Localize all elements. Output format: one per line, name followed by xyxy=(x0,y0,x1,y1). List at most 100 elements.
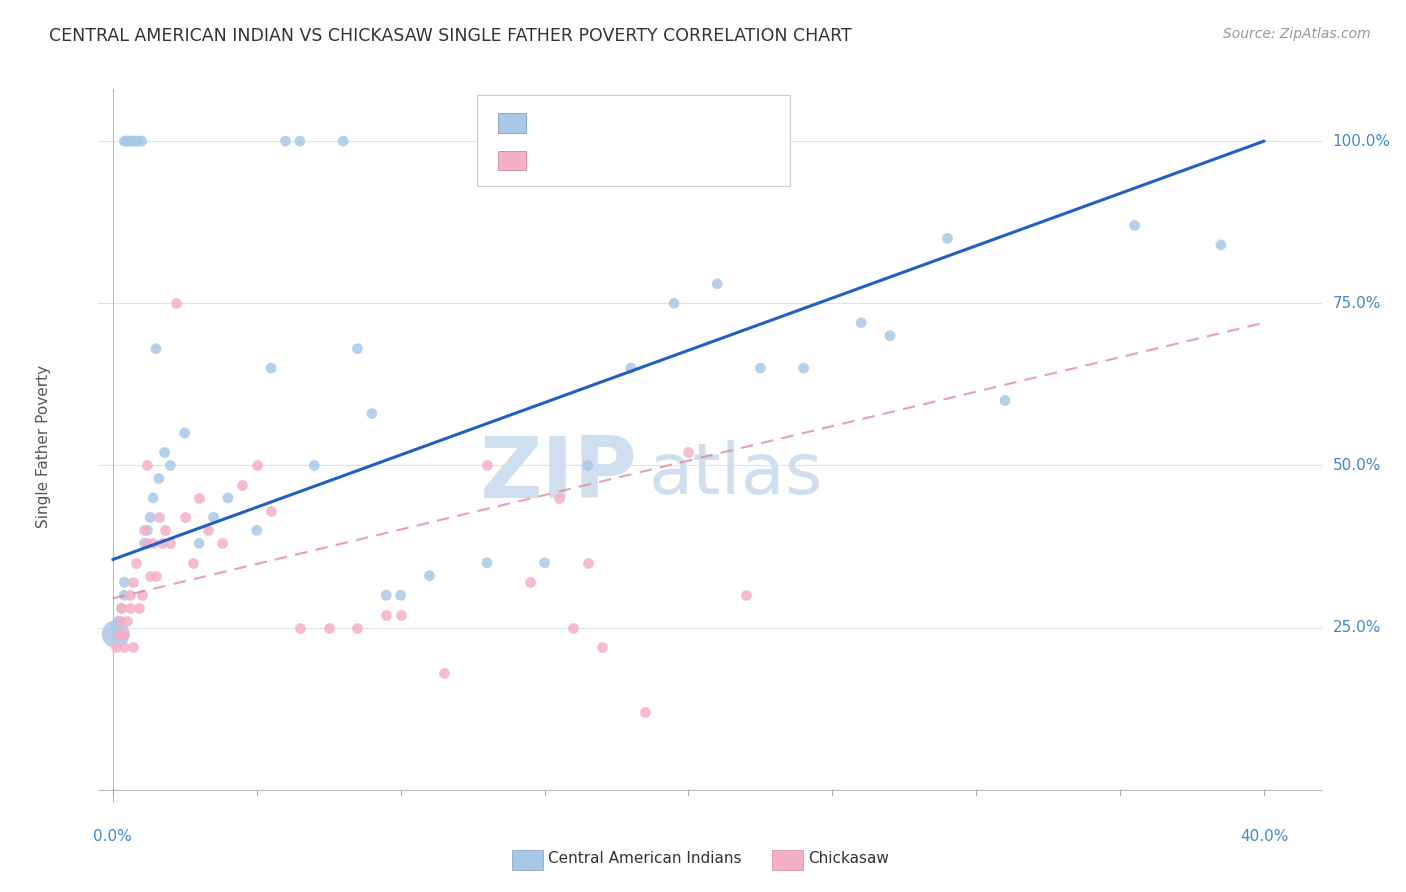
Point xyxy=(548,491,571,505)
Point xyxy=(304,458,326,473)
Point xyxy=(749,361,772,376)
Point xyxy=(139,568,162,582)
Point xyxy=(112,627,135,641)
Point xyxy=(375,588,398,602)
Point xyxy=(122,134,145,148)
Point xyxy=(104,640,127,654)
Point xyxy=(145,342,167,356)
Point xyxy=(122,134,145,148)
Point xyxy=(188,536,211,550)
Point xyxy=(110,614,132,628)
Point xyxy=(288,134,311,148)
Text: atlas: atlas xyxy=(648,440,824,509)
Point xyxy=(433,666,456,681)
Point xyxy=(211,536,233,550)
Text: 50.0%: 50.0% xyxy=(1333,458,1381,473)
Point xyxy=(112,134,135,148)
Point xyxy=(591,640,613,654)
Text: 75.0%: 75.0% xyxy=(1333,296,1381,310)
Point xyxy=(136,524,159,538)
Point xyxy=(112,588,135,602)
Point xyxy=(678,445,700,459)
Point xyxy=(389,607,412,622)
Point xyxy=(346,342,368,356)
Point xyxy=(475,458,498,473)
Point xyxy=(128,134,150,148)
Point xyxy=(142,536,165,550)
Text: R =  0.531   N =  51: R = 0.531 N = 51 xyxy=(537,114,718,132)
Point xyxy=(131,134,153,148)
Text: Single Father Poverty: Single Father Poverty xyxy=(37,365,51,527)
Point xyxy=(134,524,156,538)
Point xyxy=(128,601,150,615)
Point xyxy=(131,588,153,602)
Point xyxy=(1123,219,1146,233)
Point xyxy=(318,621,340,635)
Point xyxy=(260,361,283,376)
Point xyxy=(519,575,541,590)
Point xyxy=(134,536,156,550)
Point xyxy=(288,621,311,635)
Point xyxy=(375,607,398,622)
Text: R =  0.380   N =  48: R = 0.380 N = 48 xyxy=(537,152,718,169)
Point xyxy=(107,627,129,641)
Point xyxy=(153,445,176,459)
Text: ZIP: ZIP xyxy=(479,433,637,516)
Point xyxy=(153,524,176,538)
Point xyxy=(110,601,132,615)
Point xyxy=(620,361,643,376)
Point xyxy=(879,328,901,343)
Point xyxy=(139,510,162,524)
Point xyxy=(994,393,1017,408)
Point xyxy=(104,627,127,641)
Point xyxy=(274,134,297,148)
Point xyxy=(122,575,145,590)
Point xyxy=(246,524,269,538)
Text: 40.0%: 40.0% xyxy=(1240,829,1288,844)
Point xyxy=(936,231,959,245)
Point xyxy=(735,588,758,602)
Point xyxy=(122,640,145,654)
Point xyxy=(150,536,173,550)
Text: Central American Indians: Central American Indians xyxy=(548,851,742,865)
Point xyxy=(115,614,138,628)
Point xyxy=(120,588,142,602)
Point xyxy=(120,601,142,615)
Text: Chickasaw: Chickasaw xyxy=(808,851,890,865)
Point xyxy=(173,510,195,524)
Point xyxy=(346,621,368,635)
Point xyxy=(148,510,170,524)
Point xyxy=(389,588,412,602)
Point xyxy=(706,277,728,291)
Point xyxy=(418,568,440,582)
Point xyxy=(173,425,195,440)
Text: 100.0%: 100.0% xyxy=(1333,134,1391,149)
Point xyxy=(120,134,142,148)
Point xyxy=(115,134,138,148)
Point xyxy=(202,510,225,524)
Point xyxy=(112,575,135,590)
Point xyxy=(145,568,167,582)
Point xyxy=(793,361,815,376)
Point xyxy=(188,491,211,505)
Point xyxy=(849,316,872,330)
Point xyxy=(576,458,599,473)
Point xyxy=(148,471,170,485)
Point xyxy=(136,536,159,550)
Point xyxy=(125,134,148,148)
Point xyxy=(360,407,382,421)
Point xyxy=(115,134,138,148)
Point xyxy=(107,614,129,628)
Point xyxy=(562,621,585,635)
Text: 0.0%: 0.0% xyxy=(93,829,132,844)
Point xyxy=(332,134,354,148)
Point xyxy=(165,296,187,310)
Point xyxy=(533,556,555,570)
Point xyxy=(260,504,283,518)
Point xyxy=(183,556,205,570)
Text: CENTRAL AMERICAN INDIAN VS CHICKASAW SINGLE FATHER POVERTY CORRELATION CHART: CENTRAL AMERICAN INDIAN VS CHICKASAW SIN… xyxy=(49,27,852,45)
Point xyxy=(197,524,219,538)
Point xyxy=(110,601,132,615)
Point xyxy=(1209,238,1232,252)
Point xyxy=(159,536,181,550)
